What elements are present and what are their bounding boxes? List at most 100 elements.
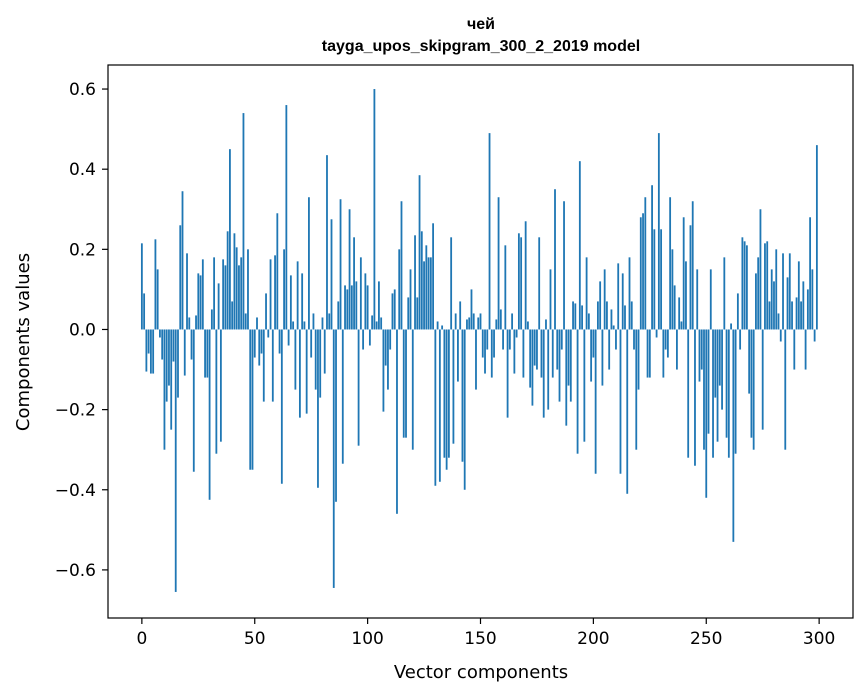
x-tick-label: 150 [464, 629, 496, 649]
bar [712, 329, 714, 458]
bar [328, 313, 331, 330]
bar [666, 329, 669, 358]
bar [685, 261, 687, 330]
bar [251, 329, 254, 470]
bar [170, 329, 173, 430]
bar [592, 329, 595, 358]
bar [457, 329, 459, 382]
bar [215, 329, 218, 454]
bar [253, 329, 256, 358]
bar [578, 161, 581, 330]
bar [533, 329, 536, 366]
bar-series [140, 89, 818, 592]
x-tick-label: 200 [577, 629, 609, 649]
bar [368, 329, 371, 346]
bar [709, 269, 712, 330]
bar [617, 263, 620, 330]
bar [312, 313, 315, 330]
bar [414, 235, 416, 330]
bar [149, 329, 152, 374]
bar [262, 329, 265, 402]
bar [797, 261, 800, 330]
chart-title-line-2: tayga_upos_skipgram_300_2_2019 model [322, 38, 640, 55]
bar [454, 313, 457, 330]
bar [276, 213, 279, 330]
x-axis-ticks: 0 50 100 150 200 250 300 [136, 618, 835, 649]
bar [199, 275, 202, 330]
bar [802, 281, 805, 330]
bar [233, 233, 236, 330]
bar [165, 329, 168, 402]
bar [438, 329, 441, 482]
bar [285, 105, 288, 330]
bar [653, 229, 656, 330]
bar [678, 297, 681, 330]
bar [646, 329, 649, 378]
bar [244, 313, 247, 330]
bar [734, 329, 737, 454]
bar [750, 329, 753, 438]
bar [294, 329, 297, 390]
bar [520, 237, 523, 330]
bar [172, 329, 175, 362]
bar [775, 249, 778, 330]
bar [648, 329, 651, 378]
bar [745, 245, 748, 330]
bar [560, 329, 563, 350]
bar [718, 329, 721, 386]
bar [359, 257, 362, 330]
bar [389, 329, 392, 350]
y-axis-label: Components values [13, 253, 34, 431]
bar [703, 329, 705, 450]
bar [346, 289, 349, 330]
bar [140, 243, 143, 330]
bar [716, 329, 719, 442]
bar [337, 301, 340, 330]
bar [768, 301, 771, 330]
bar [694, 329, 696, 466]
bar [344, 285, 346, 330]
bar [736, 293, 739, 330]
bar [773, 281, 775, 330]
bar [569, 329, 572, 402]
bar [274, 255, 276, 330]
bar [488, 133, 491, 330]
bar [691, 201, 694, 330]
bar [391, 293, 394, 330]
bar [687, 329, 690, 458]
bar [472, 313, 475, 330]
bar [326, 155, 328, 330]
bar [493, 329, 495, 358]
bar [583, 329, 586, 442]
bar [644, 197, 647, 330]
bar [755, 273, 757, 330]
bar [479, 313, 482, 330]
bar [204, 329, 206, 378]
bar [624, 305, 626, 330]
bar [662, 329, 665, 378]
bar [804, 329, 807, 370]
bar [809, 217, 812, 330]
bar [405, 329, 407, 438]
bar [748, 329, 751, 394]
bar [626, 329, 629, 494]
bar [418, 175, 421, 330]
bar [296, 261, 299, 330]
bar [759, 209, 762, 330]
bar [481, 329, 484, 358]
bar [219, 329, 222, 442]
bar [601, 329, 604, 386]
bar [727, 329, 730, 458]
bar [375, 321, 378, 330]
bar [256, 317, 258, 330]
bar [621, 273, 624, 330]
bar [536, 329, 538, 370]
bar [707, 329, 710, 434]
bar [181, 191, 184, 330]
bar [188, 317, 191, 330]
bar [587, 313, 590, 330]
bar [208, 329, 211, 500]
bar [800, 301, 802, 330]
bar [260, 329, 263, 354]
bar [664, 329, 667, 350]
